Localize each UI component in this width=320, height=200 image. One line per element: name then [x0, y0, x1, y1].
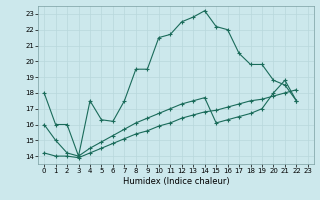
- X-axis label: Humidex (Indice chaleur): Humidex (Indice chaleur): [123, 177, 229, 186]
